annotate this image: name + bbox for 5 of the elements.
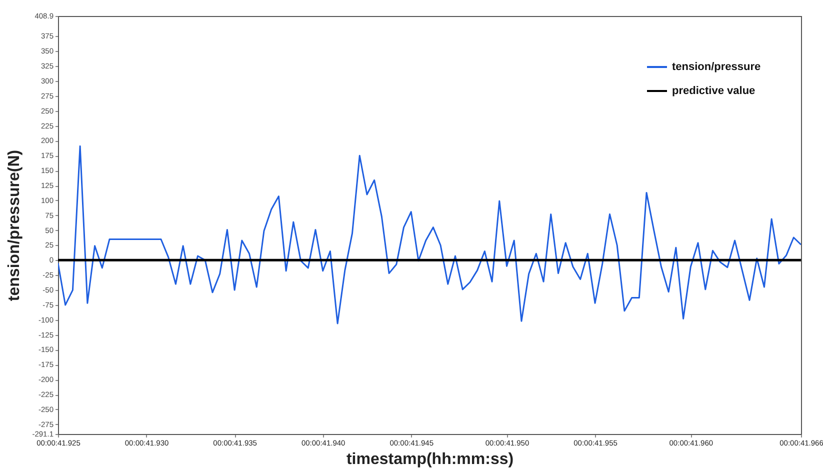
x-axis-title: timestamp(hh:mm:ss): [346, 451, 514, 468]
legend-label: predictive value: [672, 85, 756, 97]
legend-label: tension/pressure: [672, 61, 761, 73]
line-series: [58, 145, 801, 324]
y-axis-title: tension/pressure(N): [6, 150, 24, 302]
